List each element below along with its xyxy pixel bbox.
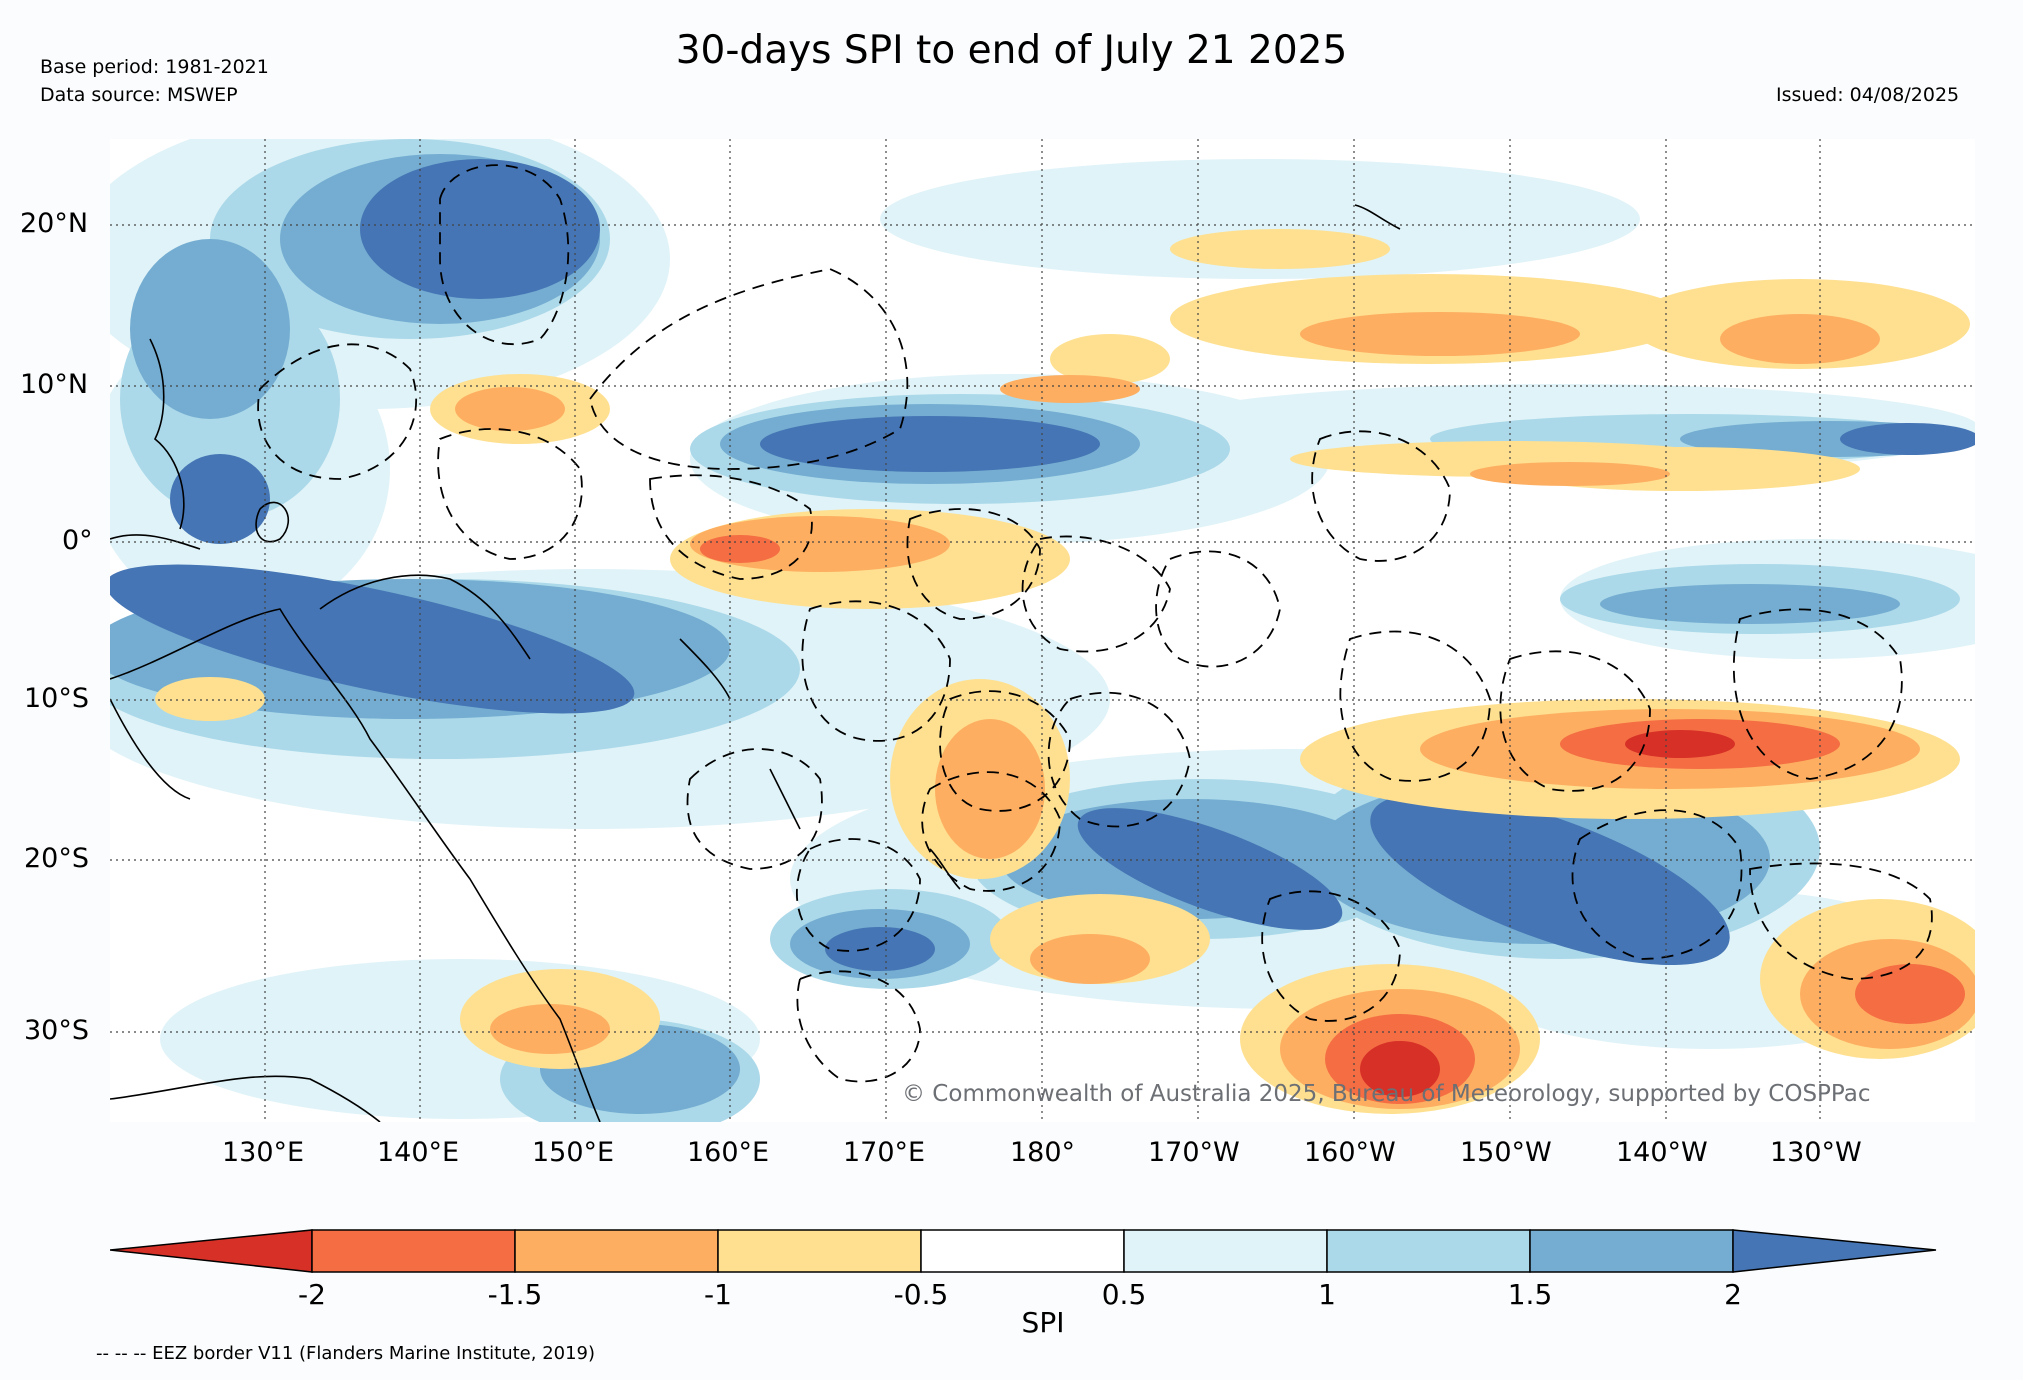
colorbar-label: 1.5	[1507, 1278, 1553, 1311]
lat-label-30s: 30°S	[24, 1015, 89, 1046]
lon-label-160e: 160°E	[687, 1137, 770, 1168]
colorbar-label: -2	[298, 1278, 326, 1311]
coastlines	[110, 204, 1401, 1122]
colorbar-label: 0.5	[1101, 1278, 1147, 1311]
lon-label-150w: 150°W	[1460, 1137, 1552, 1168]
base-period-text: Base period: 1981-2021	[40, 56, 269, 78]
lat-label-20n: 20°N	[20, 208, 89, 239]
spi-anomaly-fields	[110, 139, 1975, 1122]
colorbar-extend-low	[110, 1229, 313, 1273]
colorbar-label: -0.5	[893, 1278, 949, 1311]
spi-map	[110, 139, 1975, 1122]
colorbar-extend-high	[1732, 1229, 1937, 1273]
eez-legend-note: -- -- -- EEZ border V11 (Flanders Marine…	[96, 1343, 596, 1364]
colorbar-segment	[920, 1229, 1125, 1273]
lat-label-equator: 0°	[62, 525, 93, 556]
copyright-credit: © Commonwealth of Australia 2025, Bureau…	[902, 1081, 1871, 1107]
colorbar-label: -1.5	[487, 1278, 543, 1311]
lat-label-10n: 10°N	[20, 369, 89, 400]
colorbar-label: -1	[704, 1278, 732, 1311]
lon-label-130w: 130°W	[1770, 1137, 1862, 1168]
lon-label-170e: 170°E	[843, 1137, 926, 1168]
colorbar-segment	[514, 1229, 719, 1273]
spi-colorbar	[110, 1229, 1937, 1273]
lon-label-170w: 170°W	[1148, 1137, 1240, 1168]
lat-label-10s: 10°S	[24, 683, 89, 714]
graticule	[110, 139, 1975, 1122]
colorbar-segment	[1529, 1229, 1734, 1273]
colorbar-label: 2	[1724, 1278, 1742, 1311]
colorbar-segment	[311, 1229, 516, 1273]
lon-label-180: 180°	[1010, 1137, 1076, 1168]
data-source-text: Data source: MSWEP	[40, 84, 238, 106]
map-title: 30-days SPI to end of July 21 2025	[675, 28, 1348, 73]
lon-label-160w: 160°W	[1304, 1137, 1396, 1168]
colorbar-title: SPI	[1021, 1306, 1065, 1339]
lon-label-140e: 140°E	[377, 1137, 460, 1168]
colorbar-label: 1	[1318, 1278, 1336, 1311]
lon-label-130e: 130°E	[222, 1137, 305, 1168]
colorbar-segment	[717, 1229, 922, 1273]
colorbar-segment	[1123, 1229, 1328, 1273]
lon-label-140w: 140°W	[1616, 1137, 1708, 1168]
issued-date-text: Issued: 04/08/2025	[1776, 84, 1960, 106]
lat-label-20s: 20°S	[24, 843, 89, 874]
eez-borders	[257, 164, 1933, 1083]
colorbar-segment	[1326, 1229, 1531, 1273]
lon-label-150e: 150°E	[532, 1137, 615, 1168]
